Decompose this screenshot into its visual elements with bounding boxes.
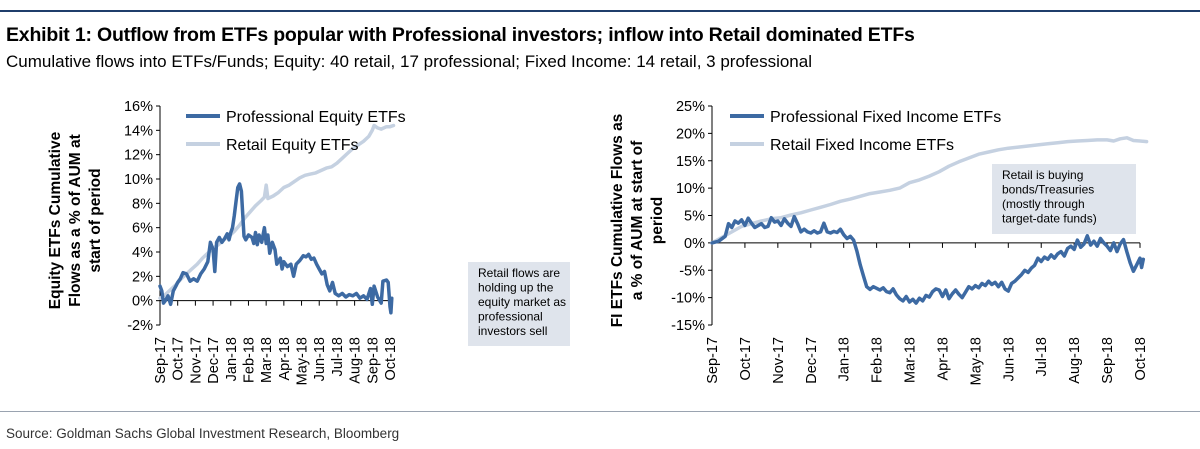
y-tick-label: 25% [676,99,705,115]
x-tick-label: Apr-18 [277,337,293,381]
annotation-text: professional [478,310,543,324]
y-tick-label: 0% [684,236,705,252]
y-tick-label: -15% [671,318,705,334]
x-tick-label: Feb-18 [870,337,886,383]
y-axis-title-line: FI ETFs Cumulative Flows as [609,114,626,328]
y-axis-title-line: Equity ETFs Cumulative [47,131,64,309]
y-axis-title-line: a % of AUM at start of [629,140,646,300]
annotation-text: Retail flows are [478,266,560,280]
y-tick-label: 2% [132,269,153,285]
legend-label: Professional Fixed Income ETFs [770,109,1001,126]
x-tick-label: Jun-18 [1001,337,1017,381]
series-line-retail [710,136,1149,245]
y-axis-title-line: Flows as a % of AUM at [67,134,84,307]
annotation-box [992,164,1136,234]
annotation-text: equity market as [478,295,566,309]
x-tick-label: Oct-18 [1133,337,1149,381]
legend-label: Professional Equity ETFs [226,109,406,126]
y-tick-label: -10% [671,291,705,307]
y-tick-label: 12% [124,148,153,164]
x-tick-label: Sep-17 [705,337,721,384]
x-tick-label: Mar-18 [903,337,919,383]
source-note: Source: Goldman Sachs Global Investment … [6,426,400,441]
y-axis-title-line: start of period [87,168,104,272]
annotation-text: investors sell [478,324,547,338]
series-line-professional [710,214,1146,305]
annotation-text: (mostly through [1002,197,1085,211]
series-line-professional [158,182,394,315]
series-line-retail [158,123,396,300]
y-tick-label: 20% [676,126,705,142]
equity-flows-chart: -2% 0% 2% 4% 6% 8% 10% 12% 14% 16% Sep-17 Oct-17 Nov… [47,99,570,385]
y-tick-label: 8% [132,196,153,212]
x-tick-label: Dec-17 [804,337,820,384]
x-tick-label: Jun-18 [312,337,328,381]
y-tick-label: 6% [132,221,153,237]
y-tick-label: 10% [676,181,705,197]
y-tick-label: 0% [132,294,153,310]
y-tick-label: -2% [127,318,153,334]
x-tick-label: Aug-18 [1067,337,1083,384]
x-tick-label: Jul-18 [1034,337,1050,377]
top-rule [0,10,1200,12]
x-tick-label: Mar-18 [259,337,275,383]
annotation-text: target-date funds) [1002,212,1097,226]
x-tick-label: Oct-17 [171,337,187,381]
x-tick-label: Dec-17 [206,337,222,384]
annotation-box [468,262,570,346]
x-tick-label: Nov-17 [771,337,787,384]
legend-label: Retail Equity ETFs [226,137,358,154]
bottom-rule [0,411,1200,412]
exhibit-title: Exhibit 1: Outflow from ETFs popular wit… [6,24,915,46]
exhibit-subtitle: Cumulative flows into ETFs/Funds; Equity… [6,52,812,71]
x-tick-label: Oct-17 [738,337,754,381]
legend-label: Retail Fixed Income ETFs [770,137,954,154]
x-tick-label: Sep-18 [1100,337,1116,384]
y-tick-label: 16% [124,99,153,115]
x-tick-label: Nov-17 [188,337,204,384]
y-tick-label: -5% [679,263,705,279]
x-tick-label: Apr-18 [935,337,951,381]
x-tick-label: Oct-18 [383,337,399,381]
y-axis-title-line: period [649,197,666,244]
x-tick-label: Jan-18 [837,337,853,381]
y-tick-label: 4% [132,245,153,261]
annotation-text: Retail is buying [1002,168,1083,182]
y-tick-label: 14% [124,123,153,139]
x-tick-label: Feb-18 [241,337,257,383]
x-tick-label: Aug-18 [348,337,364,384]
annotation-text: holding up the [478,281,554,295]
x-tick-label: May-18 [295,337,311,385]
annotation-text: bonds/Treasuries [1002,183,1094,197]
x-tick-label: May-18 [968,337,984,385]
x-tick-label: Sep-18 [365,337,381,384]
x-tick-label: Sep-17 [153,337,169,384]
fixed-income-flows-chart: -15% -10% -5% 0% 5% 10% 15% 20% 25% Sep-17 Oct-17 N… [609,99,1149,385]
y-tick-label: 10% [124,172,153,188]
y-tick-label: 15% [676,154,705,170]
x-tick-label: Jan-18 [224,337,240,381]
y-tick-label: 5% [684,209,705,225]
x-tick-label: Jul-18 [330,337,346,377]
